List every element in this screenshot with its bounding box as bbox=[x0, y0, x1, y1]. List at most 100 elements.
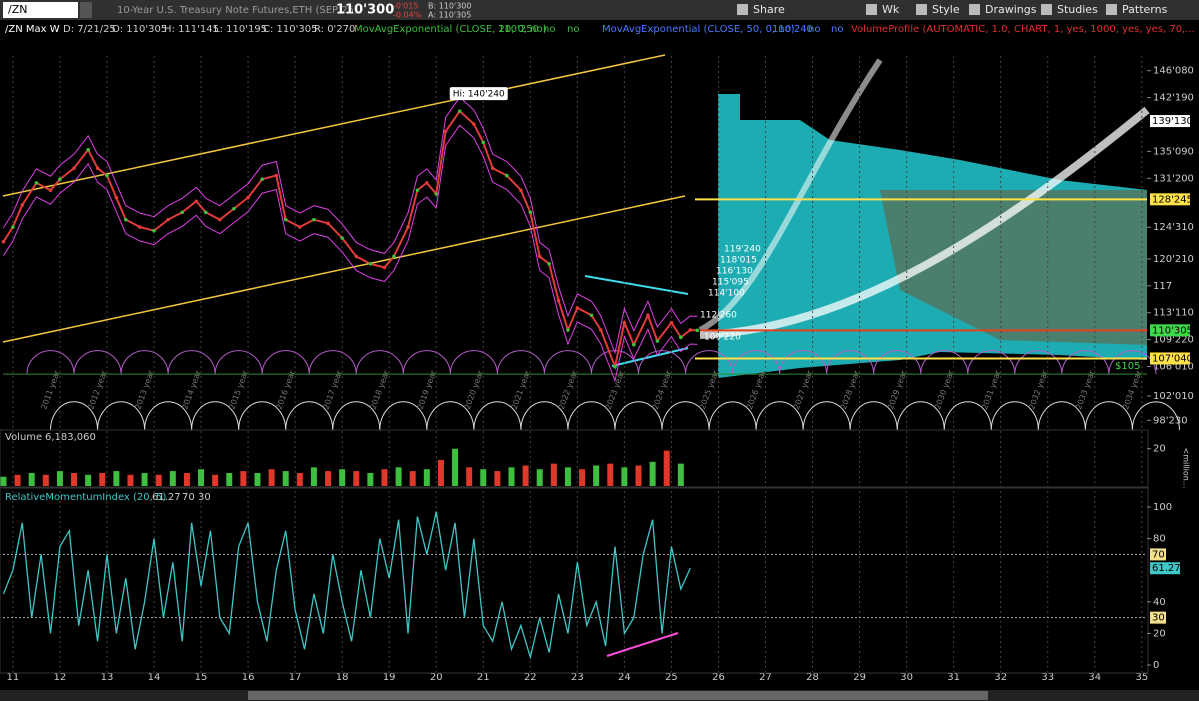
cycle-arc bbox=[473, 401, 522, 431]
cycle-arc bbox=[1014, 350, 1063, 375]
last-price: 110'300 bbox=[336, 3, 394, 18]
channel-line bbox=[2, 195, 686, 343]
x-tick-label: 27 bbox=[759, 672, 772, 683]
level-marker bbox=[1150, 611, 1166, 624]
volume-bar bbox=[437, 459, 444, 486]
cycle-arc bbox=[238, 401, 287, 431]
button-icon[interactable] bbox=[1041, 4, 1052, 15]
price-point bbox=[86, 147, 90, 152]
volume-bar bbox=[282, 471, 289, 486]
y-tick-label: 142'190 bbox=[1153, 93, 1194, 104]
scroll-thumb[interactable] bbox=[248, 691, 988, 700]
price-point bbox=[613, 364, 617, 369]
price-point bbox=[688, 328, 693, 332]
toolbar-button[interactable]: Style bbox=[932, 3, 960, 16]
price-point bbox=[218, 217, 222, 222]
toolbar-button[interactable]: Wk bbox=[882, 3, 900, 16]
cycle-arc bbox=[261, 350, 310, 375]
price-point bbox=[58, 177, 62, 182]
x-tick-label: 26 bbox=[712, 672, 725, 683]
price-marker-label: 107'040 bbox=[1152, 353, 1193, 364]
volume-bar bbox=[536, 469, 543, 486]
study-label[interactable]: MovAvgExponential (CLOSE, 50, 0, no) bbox=[602, 24, 795, 35]
cone-label: 119'240 bbox=[724, 245, 761, 255]
volume-bar bbox=[423, 469, 430, 486]
volume-bar bbox=[550, 463, 557, 486]
cycle-arc bbox=[1037, 401, 1086, 431]
price-point bbox=[490, 166, 495, 170]
price-point bbox=[1, 239, 6, 244]
y-tick-label: 20 bbox=[1153, 444, 1166, 455]
envelope bbox=[3, 96, 698, 355]
y-tick-label: 0 bbox=[1153, 660, 1159, 671]
cone-label: 116'130 bbox=[716, 267, 753, 277]
cycle-arc bbox=[50, 401, 99, 431]
cycle-arc bbox=[214, 350, 263, 375]
x-tick-label: 25 bbox=[665, 672, 678, 683]
button-icon[interactable] bbox=[737, 4, 748, 15]
high: H: 111'145 bbox=[164, 24, 219, 35]
volume-bar bbox=[240, 471, 247, 486]
range: R: 0'270 bbox=[314, 24, 355, 35]
y-tick-label: 109'220 bbox=[1153, 335, 1194, 346]
price-point bbox=[631, 342, 636, 347]
x-tick-label: 29 bbox=[853, 672, 866, 683]
cycle-arc bbox=[1108, 350, 1157, 375]
x-tick-label: 20 bbox=[430, 672, 443, 683]
price-point bbox=[194, 199, 199, 204]
volume-panel-border bbox=[0, 429, 1149, 488]
volume-bar bbox=[564, 467, 571, 486]
toolbar-button[interactable]: Patterns bbox=[1122, 3, 1168, 16]
cycle-arc bbox=[732, 350, 781, 375]
price-point bbox=[589, 313, 594, 318]
cycle-arc bbox=[167, 350, 216, 375]
cycle-arc bbox=[355, 350, 404, 375]
button-icon[interactable] bbox=[866, 4, 877, 15]
price-point bbox=[415, 188, 420, 193]
level-marker bbox=[1150, 548, 1166, 561]
symbol-dropdown[interactable] bbox=[80, 2, 92, 18]
cone-label: 114'100 bbox=[708, 289, 745, 299]
x-tick-label: 34 bbox=[1088, 672, 1101, 683]
study-flag: no bbox=[567, 24, 579, 35]
study-label[interactable]: MovAvgExponential (CLOSE, 20, 0, no) bbox=[354, 24, 547, 35]
button-icon[interactable] bbox=[1106, 4, 1117, 15]
price-point bbox=[246, 195, 250, 200]
volume-profile-study[interactable]: VolumeProfile (AUTOMATIC, 1.0, CHART, 1,… bbox=[851, 24, 1195, 35]
symbol-box[interactable] bbox=[3, 2, 78, 18]
expected-move-cone bbox=[699, 106, 1150, 339]
toolbar-button[interactable]: Studies bbox=[1057, 3, 1098, 16]
cycle-arc bbox=[1061, 350, 1110, 375]
cycle-arc bbox=[920, 350, 969, 375]
volume-bar bbox=[226, 472, 233, 486]
volume-bar bbox=[649, 461, 656, 486]
volume-bar bbox=[593, 465, 600, 486]
price-point bbox=[528, 210, 533, 215]
toolbar-button[interactable]: Share bbox=[753, 3, 785, 16]
volume-bar bbox=[212, 474, 219, 486]
volume-bar bbox=[621, 467, 628, 486]
price-point bbox=[180, 210, 185, 215]
price-point bbox=[519, 188, 523, 193]
y-tick-label: 40 bbox=[1153, 597, 1166, 608]
toolbar-button[interactable]: Drawings bbox=[985, 3, 1037, 16]
price-line bbox=[2, 109, 698, 371]
button-icon[interactable] bbox=[916, 4, 927, 15]
cone-label: 112'260 bbox=[700, 311, 737, 321]
price-point bbox=[547, 261, 551, 266]
price-point bbox=[382, 265, 387, 270]
price-point bbox=[679, 335, 683, 340]
price-point bbox=[232, 206, 236, 211]
cycle-arc bbox=[543, 350, 592, 375]
price-marker bbox=[1150, 352, 1190, 365]
price-point bbox=[203, 210, 208, 215]
price-point bbox=[340, 236, 344, 240]
button-icon[interactable] bbox=[969, 4, 980, 15]
cycle-arc bbox=[849, 401, 898, 431]
cycle-arc bbox=[520, 401, 569, 431]
volume-last: 6,183,060 bbox=[45, 432, 96, 443]
volume-bar bbox=[99, 472, 106, 486]
volume-bar bbox=[268, 469, 275, 486]
